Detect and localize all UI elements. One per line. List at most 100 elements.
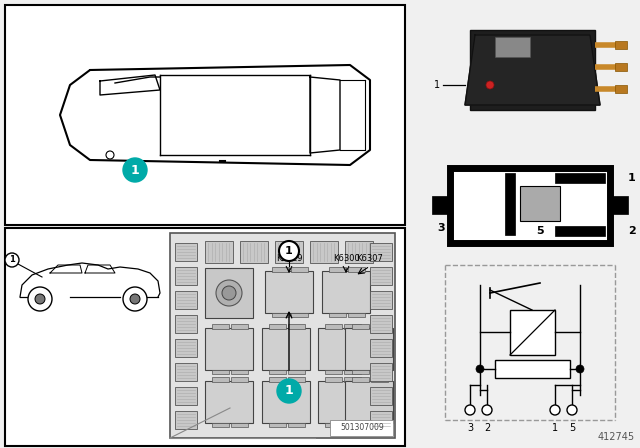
Bar: [5, 5, 405, 225]
Bar: [344, 370, 361, 374]
Bar: [291, 267, 308, 272]
Bar: [370, 267, 392, 285]
Bar: [615, 41, 627, 49]
Bar: [175, 291, 197, 309]
Bar: [432, 196, 450, 214]
Bar: [205, 381, 253, 423]
Bar: [325, 370, 342, 374]
Bar: [318, 381, 366, 423]
Bar: [212, 370, 229, 374]
Bar: [175, 339, 197, 357]
Bar: [555, 173, 605, 183]
Bar: [352, 423, 369, 427]
Bar: [175, 387, 197, 405]
Text: 1: 1: [285, 384, 293, 397]
Bar: [371, 423, 388, 427]
Bar: [615, 85, 627, 93]
Circle shape: [123, 158, 147, 182]
Bar: [269, 423, 286, 427]
Bar: [345, 328, 393, 370]
Circle shape: [482, 405, 492, 415]
Bar: [5, 228, 405, 446]
Circle shape: [567, 405, 577, 415]
Bar: [232, 423, 248, 427]
Bar: [520, 186, 560, 221]
Polygon shape: [465, 35, 600, 105]
Bar: [370, 363, 392, 381]
Bar: [329, 313, 346, 317]
Bar: [348, 313, 365, 317]
Bar: [344, 324, 361, 329]
Text: 412745: 412745: [598, 432, 635, 442]
Text: 1: 1: [131, 164, 140, 177]
Bar: [470, 30, 595, 110]
Bar: [262, 381, 310, 423]
Bar: [450, 168, 610, 243]
Bar: [495, 37, 530, 57]
Circle shape: [216, 280, 242, 306]
Bar: [344, 423, 361, 427]
Bar: [232, 370, 248, 374]
Text: 1: 1: [285, 246, 293, 256]
Bar: [170, 233, 395, 438]
Bar: [265, 271, 313, 313]
Bar: [370, 339, 392, 357]
Bar: [275, 241, 303, 263]
Bar: [325, 377, 342, 382]
Circle shape: [476, 365, 484, 373]
Text: 5: 5: [536, 226, 544, 236]
Bar: [240, 241, 268, 263]
Bar: [175, 411, 197, 429]
Bar: [344, 377, 361, 382]
Circle shape: [576, 365, 584, 373]
Bar: [370, 315, 392, 333]
Circle shape: [277, 379, 301, 403]
Circle shape: [5, 253, 19, 267]
Bar: [205, 328, 253, 370]
Bar: [325, 423, 342, 427]
Bar: [325, 324, 342, 329]
Text: 2: 2: [628, 226, 636, 236]
Text: 3: 3: [437, 223, 445, 233]
Bar: [371, 377, 388, 382]
Bar: [371, 324, 388, 329]
Bar: [495, 360, 570, 378]
Bar: [510, 310, 555, 355]
Bar: [269, 377, 286, 382]
Text: K6300: K6300: [333, 254, 360, 263]
Bar: [175, 315, 197, 333]
Bar: [175, 243, 197, 261]
Text: 1: 1: [9, 255, 15, 264]
Text: 1: 1: [434, 80, 440, 90]
Bar: [232, 377, 248, 382]
Bar: [318, 328, 366, 370]
Text: K5029: K5029: [276, 254, 302, 263]
Text: 5: 5: [569, 423, 575, 433]
Circle shape: [222, 286, 236, 300]
Circle shape: [465, 405, 475, 415]
Text: 501307009: 501307009: [340, 423, 384, 432]
Text: 1: 1: [552, 423, 558, 433]
Circle shape: [28, 287, 52, 311]
Bar: [232, 324, 248, 329]
Bar: [370, 387, 392, 405]
Bar: [371, 370, 388, 374]
Bar: [329, 267, 346, 272]
Bar: [205, 268, 253, 318]
Bar: [212, 377, 229, 382]
Bar: [269, 324, 286, 329]
Bar: [610, 196, 628, 214]
Text: K6307: K6307: [356, 254, 383, 263]
Text: 2: 2: [484, 423, 490, 433]
Bar: [205, 241, 233, 263]
Bar: [310, 241, 338, 263]
Text: 3: 3: [467, 423, 473, 433]
Bar: [175, 363, 197, 381]
Circle shape: [130, 294, 140, 304]
Bar: [330, 420, 393, 436]
Bar: [212, 324, 229, 329]
Bar: [289, 423, 305, 427]
Bar: [289, 377, 305, 382]
Bar: [370, 243, 392, 261]
Bar: [505, 173, 515, 235]
